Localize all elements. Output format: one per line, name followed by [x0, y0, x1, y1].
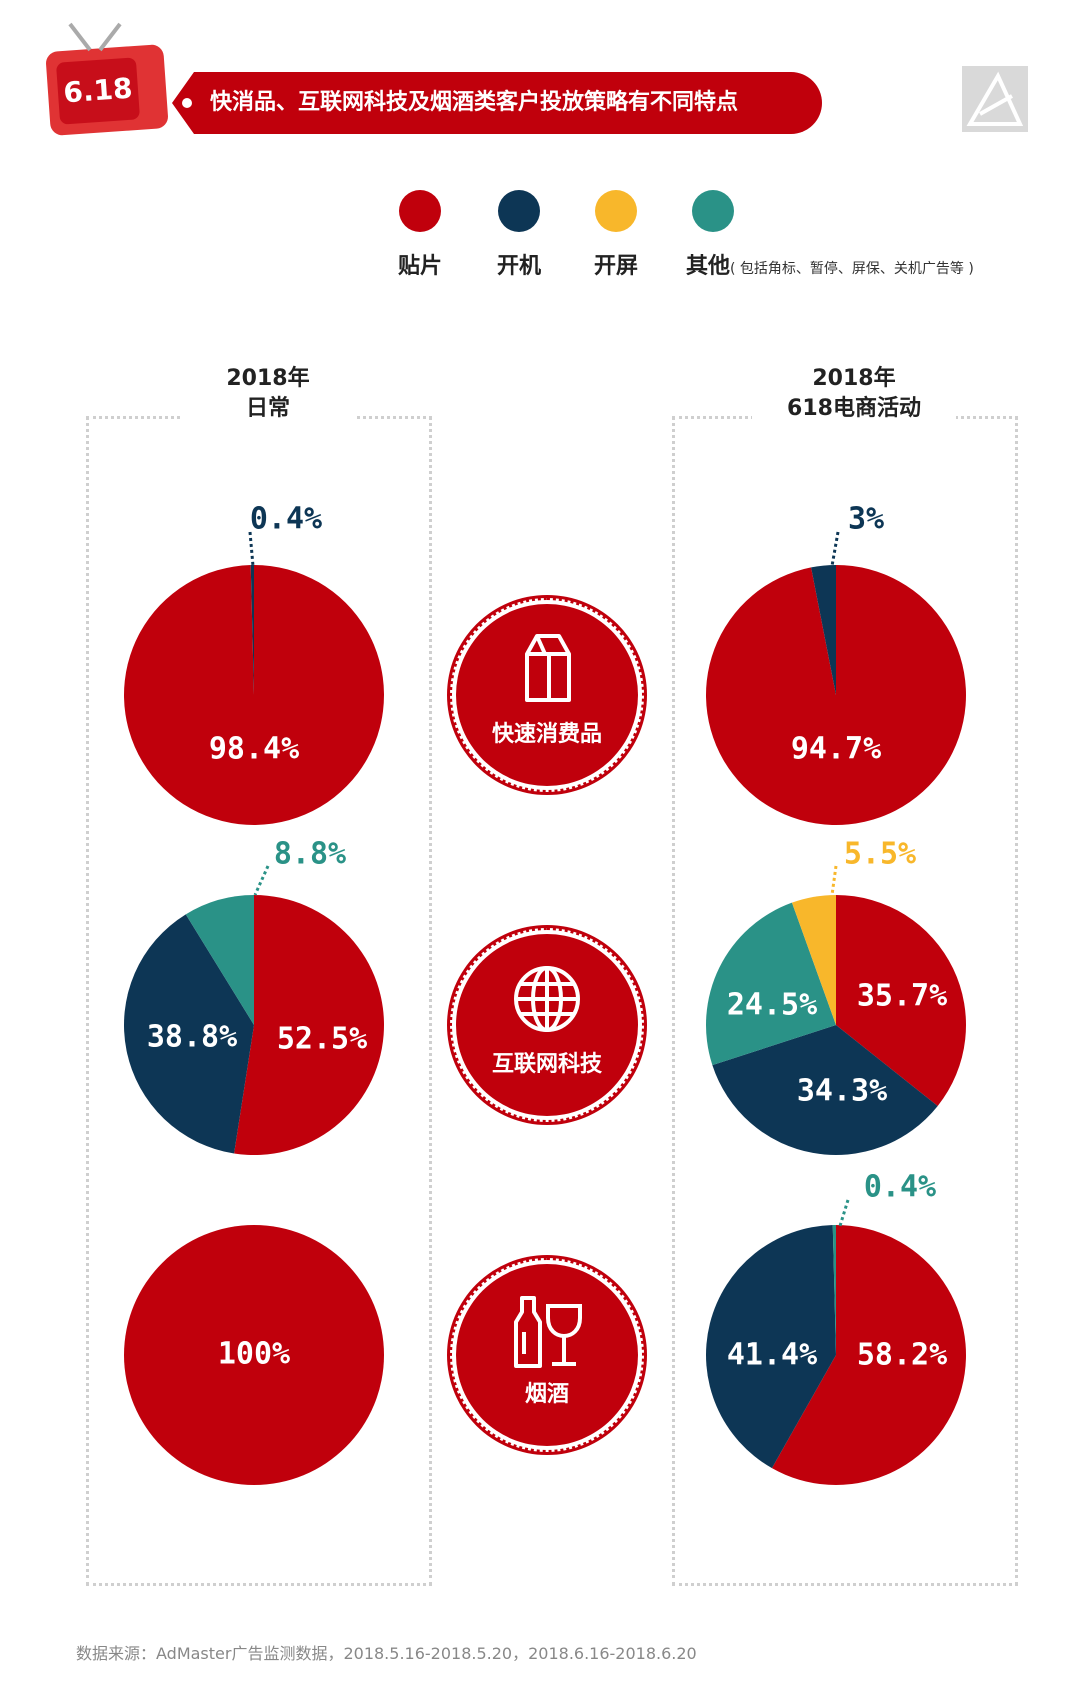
legend-item-kaiji: 开机 — [497, 190, 541, 280]
pie-slice — [124, 565, 385, 825]
logo-icon — [966, 71, 1024, 126]
right-column-header: 2018年 618电商活动 — [752, 364, 956, 424]
leader-line — [830, 865, 838, 896]
legend-label: 开机 — [497, 254, 542, 279]
legend-item-qita: 其他( 包括角标、暂停、屏保、关机广告等 ) — [686, 190, 974, 280]
data-label: 24.5% — [727, 988, 817, 1023]
data-source: 数据来源：AdMaster广告监测数据，2018.5.16-2018.5.20，… — [76, 1644, 697, 1663]
bullet-icon — [182, 98, 192, 108]
legend-label-text: 其他 — [686, 254, 731, 279]
category-fmcg: 快速消费品 — [449, 597, 645, 793]
left-header-year: 2018年 — [226, 366, 310, 391]
pie-slice — [791, 895, 836, 1025]
leader-line — [830, 531, 840, 567]
leader-line — [253, 865, 270, 896]
data-label: 35.7% — [857, 979, 947, 1014]
right-header-year: 2018年 — [812, 366, 896, 391]
legend-label: 贴片 — [398, 254, 443, 279]
page-title: 快消品、互联网科技及烟酒类客户投放策略有不同特点 — [210, 90, 739, 115]
pie-slice — [234, 895, 384, 1155]
data-label: 34.3% — [797, 1074, 887, 1109]
pie-slice — [836, 895, 966, 1106]
tv-antenna-icon — [68, 22, 122, 52]
pie-slice — [250, 565, 254, 695]
leader-line — [248, 531, 255, 567]
pie-slice — [185, 895, 254, 1025]
title-banner — [172, 72, 822, 134]
data-label: 52.5% — [277, 1022, 367, 1057]
brand-logo — [962, 66, 1028, 132]
data-label: 8.8% — [274, 837, 346, 872]
left-column-header: 2018年 日常 — [180, 364, 356, 424]
legend-label: 开屏 — [594, 254, 639, 279]
data-label: 98.4% — [209, 732, 299, 767]
data-label: 100% — [218, 1337, 290, 1372]
pie-slice — [705, 1225, 836, 1469]
legend-swatch — [692, 190, 734, 232]
category-tech: 互联网科技 — [449, 927, 645, 1123]
pie-slice — [705, 565, 966, 825]
pie-slice — [124, 1225, 384, 1485]
data-label: 5.5% — [844, 837, 916, 872]
legend-item-tiepian: 贴片 — [398, 190, 442, 280]
pie-slice — [832, 1225, 836, 1355]
pie-slice — [706, 902, 836, 1066]
leader-line — [838, 1199, 850, 1227]
data-label: 0.4% — [250, 502, 322, 537]
legend-item-kaiping: 开屏 — [594, 190, 638, 280]
data-label: 58.2% — [857, 1338, 947, 1373]
data-label: 38.8% — [147, 1020, 237, 1055]
right-header-period: 618电商活动 — [787, 396, 921, 421]
data-label: 94.7% — [791, 732, 881, 767]
data-label: 0.4% — [864, 1170, 936, 1205]
legend-label: 其他( 包括角标、暂停、屏保、关机广告等 ) — [686, 248, 974, 280]
legend-swatch — [595, 190, 637, 232]
pie-slice — [712, 1025, 938, 1155]
legend-note: ( 包括角标、暂停、屏保、关机广告等 ) — [730, 261, 974, 277]
pie-slice — [811, 565, 836, 695]
data-label: 3% — [848, 502, 884, 537]
data-label: 41.4% — [727, 1338, 817, 1373]
category-tobacco-alcohol: 烟酒 — [449, 1257, 645, 1453]
pie-slice — [771, 1225, 966, 1485]
pie-slice — [123, 914, 255, 1154]
legend-swatch — [498, 190, 540, 232]
legend-swatch — [399, 190, 441, 232]
left-header-period: 日常 — [245, 396, 290, 421]
